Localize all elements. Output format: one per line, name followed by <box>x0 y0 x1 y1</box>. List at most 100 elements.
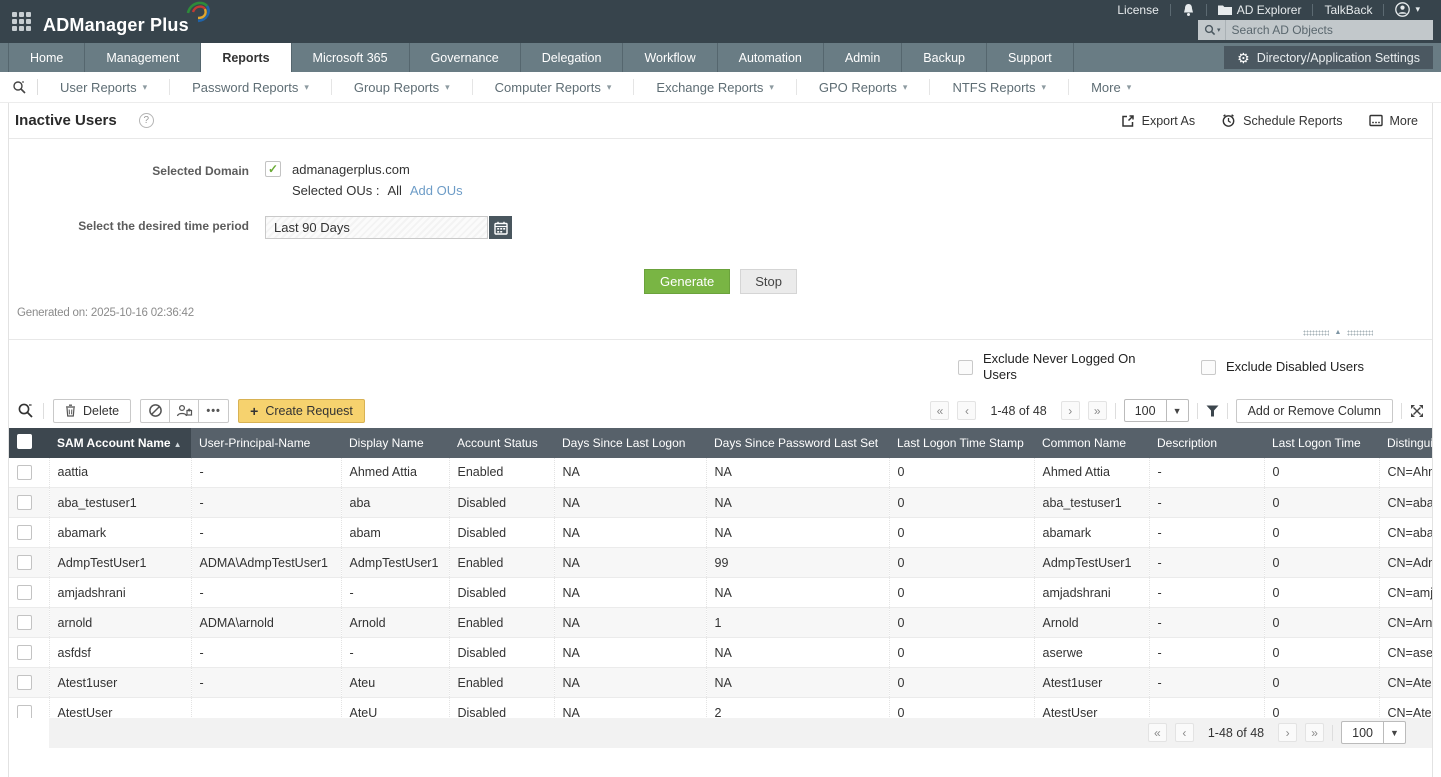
ad-explorer-link[interactable]: AD Explorer <box>1207 3 1313 17</box>
table-cell: Disabled <box>448 487 554 518</box>
app-grid-icon[interactable] <box>12 12 31 31</box>
subnav-item[interactable]: Password Reports ▾ <box>170 79 332 95</box>
table-header-cell[interactable]: Last Logon Time <box>1264 427 1379 458</box>
time-period-select[interactable]: Last 90 Days <box>265 216 488 239</box>
main-tab[interactable]: Reports <box>201 43 292 72</box>
table-header-cell[interactable]: SAM Account Name ▲ <box>49 427 191 458</box>
main-tab[interactable]: Support <box>987 43 1074 72</box>
table-header-cell[interactable]: Last Logon Time Stamp <box>889 427 1034 458</box>
more-row-actions-icon[interactable]: ••• <box>206 404 221 417</box>
table-cell: Ahmed Attia <box>1033 457 1149 488</box>
select-all-checkbox[interactable] <box>17 433 32 449</box>
prev-page-button[interactable]: ‹ <box>957 401 977 420</box>
main-tab[interactable]: Management <box>85 43 202 72</box>
more-actions-button[interactable]: More <box>1368 114 1418 128</box>
subnav-item[interactable]: Exchange Reports ▾ <box>634 79 797 95</box>
notifications-bell-icon[interactable] <box>1171 3 1206 17</box>
table-cell: Ahmed Attia <box>340 457 449 488</box>
subnav-item[interactable]: More ▾ <box>1091 79 1132 95</box>
main-tab[interactable]: Home <box>8 43 86 72</box>
table-cell: 0 <box>1263 607 1379 638</box>
footer-last-page-button[interactable]: » <box>1305 723 1325 742</box>
table-cell: - <box>1148 487 1264 518</box>
row-checkbox[interactable] <box>17 525 32 540</box>
disable-icon[interactable] <box>141 399 171 422</box>
main-tab[interactable]: Delegation <box>521 43 624 72</box>
main-tab[interactable]: Automation <box>718 43 824 72</box>
table-header-cell[interactable]: Common Name <box>1034 427 1149 458</box>
table-cell: CN=Atest1user <box>1378 667 1432 698</box>
main-tab[interactable]: Microsoft 365 <box>292 43 410 72</box>
table-header-cell[interactable]: Display Name <box>341 427 449 458</box>
generate-row: Generate Stop <box>9 269 1432 294</box>
table-search-icon[interactable] <box>17 402 34 419</box>
domain-checkbox[interactable] <box>265 161 281 177</box>
table-cell: - <box>1148 517 1264 548</box>
generate-button[interactable]: Generate <box>644 269 731 294</box>
footer-first-page-button[interactable]: « <box>1147 723 1167 742</box>
subnav-item[interactable]: User Reports ▾ <box>38 79 171 95</box>
calendar-icon[interactable] <box>489 216 512 239</box>
user-account-menu[interactable]: ▾ <box>1384 2 1431 17</box>
selected-ous-value: All <box>387 183 402 198</box>
row-checkbox[interactable] <box>17 495 32 510</box>
footer-prev-page-button[interactable]: ‹ <box>1174 723 1194 742</box>
footer-page-size-select[interactable]: 100 ▼ <box>1341 721 1406 744</box>
add-remove-column-button[interactable]: Add or Remove Column <box>1235 398 1393 423</box>
title-actions: Export As Schedule Reports More <box>1121 113 1418 128</box>
create-request-button[interactable]: + Create Request <box>238 398 365 423</box>
main-tab[interactable]: Admin <box>824 43 903 72</box>
talkback-link[interactable]: TalkBack <box>1324 2 1373 17</box>
main-tab[interactable]: Backup <box>902 43 987 72</box>
table-cell: amjadshrani <box>1033 577 1149 608</box>
subnav-item[interactable]: Computer Reports ▾ <box>473 79 635 95</box>
brand-area: ADManager Plus <box>0 0 215 43</box>
subnav-item[interactable]: Group Reports ▾ <box>332 79 473 95</box>
search-scope-icon[interactable]: ▾ <box>1198 20 1226 40</box>
schedule-reports-button[interactable]: Schedule Reports <box>1221 113 1343 128</box>
help-icon[interactable]: ? <box>138 113 154 128</box>
page-size-select[interactable]: 100 ▼ <box>1123 399 1189 422</box>
table-cell: 0 <box>1263 487 1379 518</box>
row-checkbox[interactable] <box>17 675 32 690</box>
add-ous-link[interactable]: Add OUs <box>409 183 463 198</box>
row-checkbox[interactable] <box>17 464 32 480</box>
table-header-cell[interactable]: Account Status <box>449 427 554 458</box>
table-cell: - <box>190 487 341 518</box>
move-user-icon[interactable] <box>170 399 200 422</box>
collapse-panel-handle[interactable]: ▲ <box>1286 326 1390 339</box>
row-checkbox[interactable] <box>17 555 32 570</box>
delete-button[interactable]: Delete <box>53 398 132 423</box>
stop-button[interactable]: Stop <box>740 269 797 294</box>
subnav-search-icon[interactable] <box>8 79 38 95</box>
main-tab[interactable]: Workflow <box>623 43 718 72</box>
table-header-cell[interactable]: Days Since Last Logon <box>554 427 706 458</box>
next-page-button[interactable]: › <box>1060 401 1080 420</box>
main-tab[interactable]: Governance <box>410 43 521 72</box>
table-header-cell[interactable]: Days Since Password Last Set <box>706 427 889 458</box>
subnav-item[interactable]: GPO Reports ▾ <box>797 79 931 95</box>
row-checkbox[interactable] <box>17 705 32 718</box>
table-header-cell[interactable]: User-Principal-Name <box>191 427 341 458</box>
license-link[interactable]: License <box>1117 2 1159 17</box>
table-cell: 1 <box>705 607 889 638</box>
export-as-button[interactable]: Export As <box>1121 114 1195 128</box>
search-input[interactable] <box>1225 23 1433 37</box>
row-checkbox[interactable] <box>17 585 32 600</box>
row-checkbox[interactable] <box>17 615 32 630</box>
chevron-down-icon: ▾ <box>142 81 148 92</box>
expand-table-icon[interactable] <box>1410 404 1424 418</box>
filter-funnel-icon[interactable] <box>1206 405 1219 417</box>
last-page-button[interactable]: » <box>1087 401 1107 420</box>
exclude-disabled-checkbox[interactable] <box>1200 359 1216 375</box>
table-header-cell[interactable]: Distinguished Name <box>1379 427 1432 458</box>
subnav-item[interactable]: NTFS Reports ▾ <box>930 79 1070 95</box>
directory-settings-button[interactable]: ⚙ Directory/Application Settings <box>1224 46 1433 69</box>
table-cell: 0 <box>888 487 1034 518</box>
exclude-never-logged-checkbox[interactable] <box>957 359 973 375</box>
row-checkbox[interactable] <box>17 645 32 660</box>
footer-next-page-button[interactable]: › <box>1278 723 1298 742</box>
first-page-button[interactable]: « <box>930 401 950 420</box>
table-cell: 0 <box>1263 547 1379 578</box>
table-header-cell[interactable]: Description <box>1149 427 1264 458</box>
